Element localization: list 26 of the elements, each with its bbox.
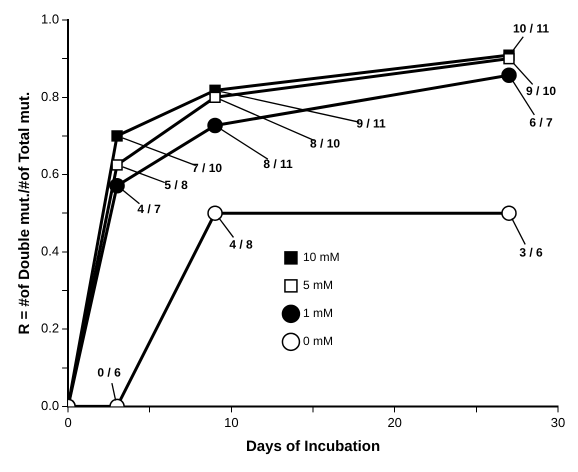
x-tick-label: 20 [387,414,402,430]
x-tick-label: 10 [224,414,239,430]
annotation: 4 / 8 [229,238,254,252]
annotation: 4 / 7 [137,202,162,216]
y-tick-label: 0.6 [40,166,60,182]
y-tick-label: 0.4 [40,243,60,258]
annotation: 9 / 11 [356,116,386,131]
y-tick-label: 1.0 [40,12,60,27]
legend-label: 5 mM [302,278,333,292]
legend-label: 10 mM [302,250,340,264]
annotation: 10 / 11 [512,21,550,36]
y-tick-label: 0.2 [40,320,60,336]
legend-label: 0 mM [302,334,333,348]
x-axis-title: Days of Incubation [246,438,380,456]
annotation: 6 / 7 [529,116,554,130]
y-axis-title: R = #of Double mut./#of Total mut. [16,92,34,335]
y-tick-label: 0.0 [40,398,60,413]
annotation: 5 / 8 [164,178,188,192]
legend-label: 1 mM [302,306,333,320]
annotation: 8 / 11 [263,156,294,171]
annotation: 0 / 6 [97,366,122,380]
annotation: 3 / 6 [519,246,544,260]
y-tick-label: 0.8 [40,88,60,104]
annotation: 9 / 10 [526,84,556,98]
x-tick-label: 0 [64,414,72,430]
x-tick-label: 30 [550,414,566,430]
